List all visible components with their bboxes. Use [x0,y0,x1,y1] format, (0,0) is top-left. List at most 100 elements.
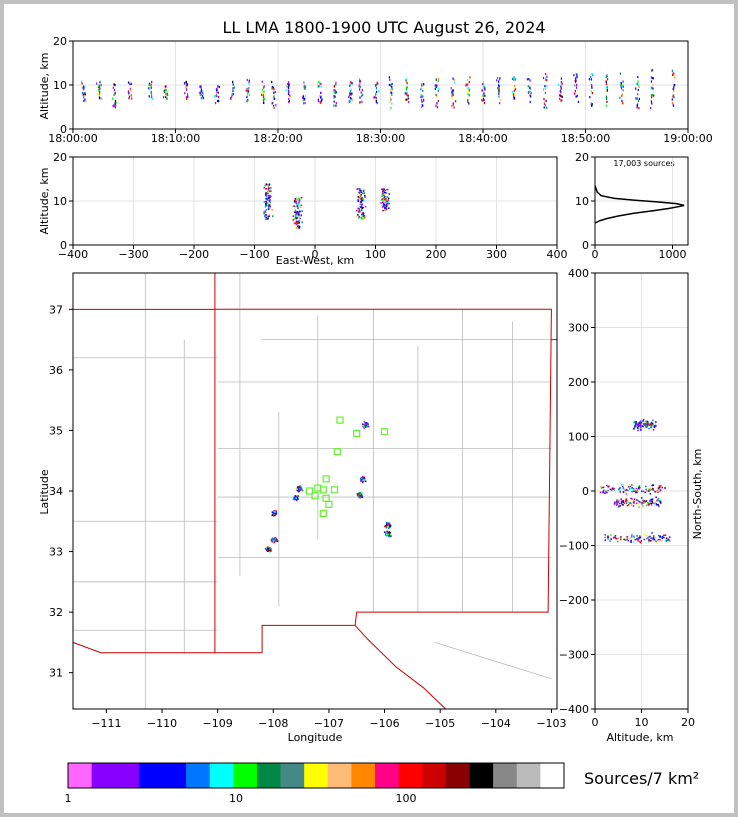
map-source [360,477,363,479]
ns-height-source [627,501,629,503]
time-height-source [349,84,351,87]
time-height-source [230,97,232,100]
map-source [270,539,273,541]
ew-height-source [267,194,270,197]
time-height-source [112,97,114,100]
time-height-source [590,76,592,79]
ew-height-source [360,209,363,212]
ns-height-source [625,500,627,503]
ns-height-source [617,488,620,491]
ns-height-source [626,488,628,491]
time-height-source [672,88,674,91]
time-height-source [620,87,623,90]
time-height-source [544,91,546,94]
time-height-source [605,86,608,89]
time-height-source [390,98,392,101]
ew-height-source [297,204,299,206]
ew-height-xlabel: East-West, km [276,254,354,267]
ew-height-source [357,188,359,190]
ns-height-source [607,538,609,540]
time-height-source [389,89,391,92]
ns-height-ytick-label: 100 [568,431,589,444]
ew-height-source [360,206,363,208]
ns-height-source [656,489,658,492]
ns-height-source [639,535,641,537]
map-source [296,489,299,491]
time-height-source [576,86,578,89]
time-height-source [218,99,220,102]
ns-height-source [630,487,633,489]
ew-height-source [297,226,300,229]
time-height-source [288,99,290,103]
ew-height-source [357,214,359,216]
time-height-source [574,79,576,82]
time-height-source [672,94,675,97]
ns-height-source [629,485,632,488]
ns-height-source [651,500,653,503]
time-height-source [317,85,319,88]
time-height-source [651,69,653,72]
map-ytick-label: 37 [49,303,63,316]
ew-height-source [269,190,271,192]
ew-height-source [382,190,384,193]
ns-height-source [650,502,653,505]
ns-height-source [644,424,647,426]
ns-height-source [617,537,619,540]
time-height-source [303,81,305,84]
ns-height-source [654,424,657,427]
ns-height-source [625,502,628,504]
ns-height-panel: Altitude, km North-South, km 0 10 20 −400 −3… [559,267,704,744]
time-height-source [200,87,202,90]
ns-height-source [638,536,641,539]
ns-height-source [619,487,621,489]
time-height-source [514,88,517,91]
time-height-source [404,99,406,102]
time-height-source [165,85,167,88]
ew-height-source [384,200,386,202]
time-height-source [262,93,264,96]
map-source [361,496,364,498]
ew-height-source [272,215,274,217]
ns-height-source [599,491,602,493]
ew-height-source [297,221,299,223]
ns-height-source [633,490,635,493]
ns-height-source [635,502,638,505]
ew-height-source [386,203,388,205]
time-height-source [560,87,562,91]
map-source [362,481,364,484]
time-height-source [320,96,322,99]
time-height-source [187,95,189,98]
ew-height-source [363,217,365,219]
ew-height-source [298,215,300,217]
time-height-xtick-label: 18:40:00 [458,132,507,145]
colorbar-swatch [115,763,140,788]
ew-height-source [297,199,299,202]
time-height-source [604,80,606,83]
ew-height-source [294,209,297,212]
map-source [357,495,360,497]
ew-height-source [268,203,270,206]
time-height-source [317,100,319,103]
time-height-source [358,78,361,81]
time-height-source [497,88,500,91]
ns-height-source [659,489,662,491]
map-source [292,498,295,500]
ew-height-xtick-label: −200 [179,248,209,261]
ew-height-source [295,223,298,226]
ew-height-source [361,203,364,206]
map-source [363,427,365,429]
time-height-source [672,73,674,76]
ns-height-source [658,485,660,487]
ns-height-source [661,486,663,489]
map-source [384,525,386,528]
ns-height-source [650,421,653,424]
time-height-source [621,99,623,102]
colorbar-tick-label: 1 [65,792,72,805]
ew-height-source [299,206,302,208]
time-height-source [201,90,203,93]
ns-height-source [600,490,603,492]
time-height-source [606,88,608,92]
time-height-source [288,97,290,100]
time-height-source [376,81,378,84]
time-height-source [467,92,469,95]
